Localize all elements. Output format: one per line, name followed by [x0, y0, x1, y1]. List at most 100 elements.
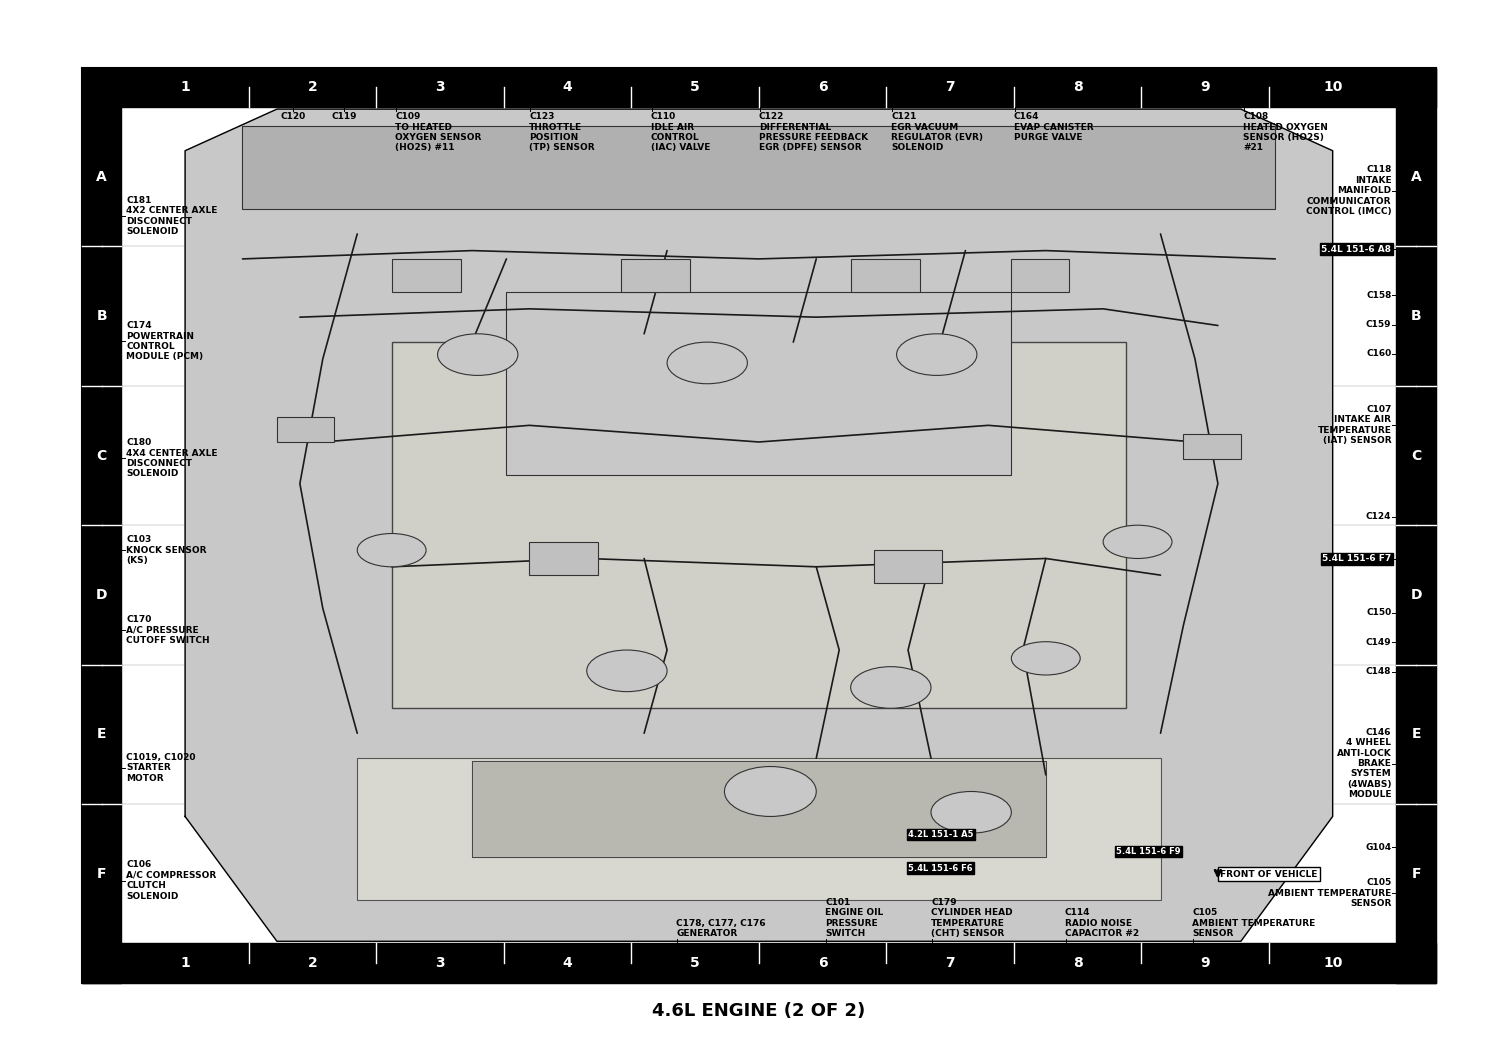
Text: 7: 7	[945, 80, 955, 95]
Text: A: A	[97, 170, 107, 184]
Text: 8: 8	[1073, 956, 1082, 970]
Ellipse shape	[851, 667, 931, 708]
Text: C123
THROTTLE
POSITION
(TP) SENSOR: C123 THROTTLE POSITION (TP) SENSOR	[530, 112, 595, 152]
Text: C107
INTAKE AIR
TEMPERATURE
(IAT) SENSOR: C107 INTAKE AIR TEMPERATURE (IAT) SENSOR	[1317, 405, 1391, 445]
Text: C164
EVAP CANISTER
PURGE VALVE: C164 EVAP CANISTER PURGE VALVE	[1013, 112, 1094, 141]
Text: 6: 6	[818, 80, 827, 95]
Polygon shape	[185, 109, 1333, 941]
Bar	[1396, 943, 1436, 983]
Text: FRONT OF VEHICLE: FRONT OF VEHICLE	[1220, 869, 1317, 879]
Text: 2: 2	[308, 956, 317, 970]
Bar	[82, 943, 1436, 983]
Ellipse shape	[667, 342, 747, 384]
Text: C146
4 WHEEL
ANTI-LOCK
BRAKE
SYSTEM
(4WABS)
MODULE: C146 4 WHEEL ANTI-LOCK BRAKE SYSTEM (4WA…	[1336, 728, 1391, 799]
Text: C159: C159	[1366, 320, 1391, 329]
Text: C122
DIFFERENTIAL
PRESSURE FEEDBACK
EGR (DPFE) SENSOR: C122 DIFFERENTIAL PRESSURE FEEDBACK EGR …	[759, 112, 868, 152]
Ellipse shape	[357, 534, 426, 567]
Text: C180
4X4 CENTER AXLE
DISCONNECT
SOLENOID: C180 4X4 CENTER AXLE DISCONNECT SOLENOID	[126, 438, 217, 478]
Bar	[122, 107, 1396, 943]
Text: 5.4L 151-6 F9: 5.4L 151-6 F9	[1116, 847, 1180, 856]
Polygon shape	[472, 761, 1046, 857]
Text: 8: 8	[1073, 80, 1082, 95]
Text: 4.6L ENGINE (2 OF 2): 4.6L ENGINE (2 OF 2)	[652, 1003, 866, 1020]
Text: C108
HEATED OXYGEN
SENSOR (HO2S)
#21: C108 HEATED OXYGEN SENSOR (HO2S) #21	[1244, 112, 1329, 152]
Text: C158: C158	[1366, 291, 1391, 300]
Text: C179
CYLINDER HEAD
TEMPERATURE
(CHT) SENSOR: C179 CYLINDER HEAD TEMPERATURE (CHT) SEN…	[931, 899, 1013, 938]
Ellipse shape	[725, 766, 817, 816]
Text: B: B	[1411, 309, 1421, 323]
Bar	[1396, 68, 1436, 107]
Text: C178, C177, C176
GENERATOR: C178, C177, C176 GENERATOR	[676, 919, 766, 938]
Text: C170
A/C PRESSURE
CUTOFF SWITCH: C170 A/C PRESSURE CUTOFF SWITCH	[126, 615, 210, 645]
Text: C103
KNOCK SENSOR
(KS): C103 KNOCK SENSOR (KS)	[126, 536, 207, 565]
Bar	[357, 758, 1161, 900]
Text: D: D	[95, 588, 107, 602]
Text: C: C	[97, 448, 107, 463]
Ellipse shape	[1103, 525, 1173, 558]
Bar	[243, 126, 1275, 209]
Ellipse shape	[1012, 642, 1080, 675]
Text: C: C	[1411, 448, 1421, 463]
Text: C1019, C1020
STARTER
MOTOR: C1019, C1020 STARTER MOTOR	[126, 753, 196, 782]
Text: 6: 6	[818, 956, 827, 970]
Text: 4: 4	[562, 80, 573, 95]
Bar	[82, 68, 1436, 107]
Text: C148: C148	[1366, 667, 1391, 676]
Bar	[1183, 434, 1241, 459]
Bar	[506, 292, 1012, 475]
Text: 10: 10	[1323, 80, 1342, 95]
Bar	[82, 943, 122, 983]
Bar	[530, 542, 598, 575]
Text: 5.4L 151-6 F7: 5.4L 151-6 F7	[1323, 554, 1391, 563]
Text: 1: 1	[180, 956, 190, 970]
Bar	[1396, 107, 1436, 943]
Text: 2: 2	[308, 80, 317, 95]
Text: A: A	[1411, 170, 1421, 184]
Bar	[873, 550, 942, 583]
Bar	[82, 68, 122, 107]
Text: D: D	[1411, 588, 1423, 602]
Text: C124: C124	[1366, 513, 1391, 521]
Bar	[391, 342, 1126, 708]
Text: C149: C149	[1366, 638, 1391, 647]
Text: 3: 3	[436, 80, 445, 95]
Text: 5: 5	[690, 956, 699, 970]
Text: C174
POWERTRAIN
CONTROL
MODULE (PCM): C174 POWERTRAIN CONTROL MODULE (PCM)	[126, 321, 204, 361]
Text: 10: 10	[1323, 956, 1342, 970]
Bar	[82, 107, 122, 943]
Text: C105
AMBIENT TEMPERATURE
SENSOR: C105 AMBIENT TEMPERATURE SENSOR	[1268, 878, 1391, 908]
Text: F: F	[1412, 866, 1421, 881]
Bar	[1012, 259, 1068, 292]
Text: C114
RADIO NOISE
CAPACITOR #2: C114 RADIO NOISE CAPACITOR #2	[1065, 909, 1138, 938]
Text: 9: 9	[1201, 956, 1210, 970]
Ellipse shape	[897, 334, 978, 375]
Text: C150: C150	[1366, 608, 1391, 618]
Text: C101
ENGINE OIL
PRESSURE
SWITCH: C101 ENGINE OIL PRESSURE SWITCH	[826, 899, 884, 938]
Text: C120: C120	[281, 112, 307, 121]
Bar	[851, 259, 920, 292]
Ellipse shape	[437, 334, 518, 375]
Ellipse shape	[586, 650, 667, 692]
Text: 4.2L 151-1 A5: 4.2L 151-1 A5	[908, 830, 973, 839]
Text: 5.4L 151-6 F6: 5.4L 151-6 F6	[908, 863, 973, 873]
Bar	[620, 259, 690, 292]
Text: 5: 5	[690, 80, 699, 95]
Text: C160: C160	[1366, 349, 1391, 359]
Text: C181
4X2 CENTER AXLE
DISCONNECT
SOLENOID: C181 4X2 CENTER AXLE DISCONNECT SOLENOID	[126, 196, 217, 236]
Text: 3: 3	[436, 956, 445, 970]
Text: C118
INTAKE
MANIFOLD
COMMUNICATOR
CONTROL (IMCC): C118 INTAKE MANIFOLD COMMUNICATOR CONTRO…	[1306, 165, 1391, 216]
Text: F: F	[97, 866, 106, 881]
Bar	[277, 417, 335, 442]
Text: C105
AMBIENT TEMPERATURE
SENSOR: C105 AMBIENT TEMPERATURE SENSOR	[1192, 909, 1315, 938]
Text: 7: 7	[945, 956, 955, 970]
Text: C106
A/C COMPRESSOR
CLUTCH
SOLENOID: C106 A/C COMPRESSOR CLUTCH SOLENOID	[126, 860, 217, 901]
Text: C119: C119	[332, 112, 357, 121]
Text: G104: G104	[1366, 842, 1391, 852]
Text: 9: 9	[1201, 80, 1210, 95]
Text: B: B	[97, 309, 107, 323]
Text: 1: 1	[180, 80, 190, 95]
Text: C110
IDLE AIR
CONTROL
(IAC) VALVE: C110 IDLE AIR CONTROL (IAC) VALVE	[650, 112, 710, 152]
Ellipse shape	[931, 791, 1012, 833]
Bar	[391, 259, 460, 292]
Text: 5.4L 151-6 A8: 5.4L 151-6 A8	[1321, 244, 1391, 254]
